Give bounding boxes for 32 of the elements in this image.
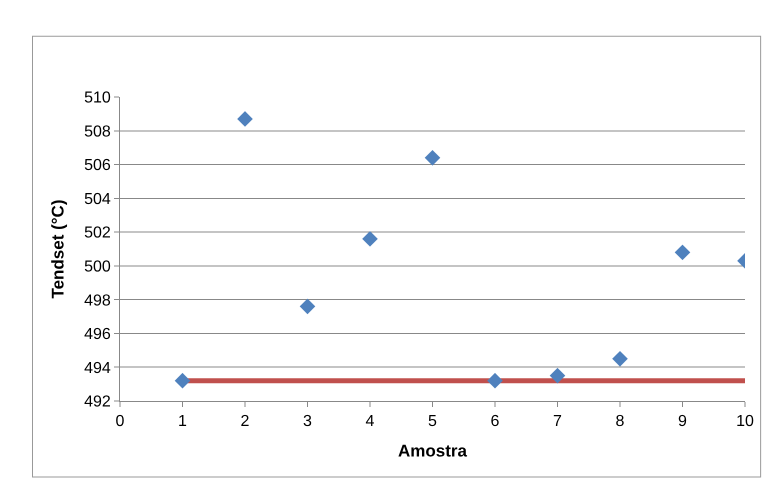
y-tick-label: 504 — [84, 190, 111, 208]
x-tick-label: 9 — [678, 413, 688, 430]
point — [300, 298, 316, 314]
y-tick-label: 492 — [84, 394, 111, 411]
x-tick-label: 8 — [616, 413, 625, 430]
y-tick-label: 494 — [84, 360, 111, 377]
point — [487, 372, 503, 389]
y-tick-label: 508 — [84, 123, 111, 140]
y-tick-label: 506 — [84, 157, 111, 174]
y-tick-label: 500 — [84, 258, 111, 276]
point — [550, 368, 566, 384]
y-tick-label: 502 — [84, 224, 111, 242]
point — [674, 244, 690, 260]
point — [237, 111, 253, 127]
x-tick-label: 7 — [553, 413, 562, 430]
x-tick-label: 6 — [490, 413, 500, 430]
x-tick-label: 10 — [736, 413, 754, 430]
x-tick-label: 2 — [240, 413, 250, 430]
y-tick-label: 498 — [84, 292, 111, 310]
y-tick-label: 496 — [84, 326, 111, 344]
y-tick-label: 510 — [84, 90, 111, 107]
y-axis-title: Tendset (°C) — [48, 199, 68, 299]
x-tick-label: 5 — [428, 413, 438, 430]
point — [174, 372, 190, 389]
x-tick-label: 1 — [178, 413, 188, 430]
point — [424, 150, 440, 166]
x-axis-title: Amostra — [398, 442, 468, 461]
point — [362, 231, 378, 247]
x-tick-label: 3 — [303, 413, 312, 430]
x-tick-label: 0 — [116, 413, 125, 430]
x-tick-label: 4 — [366, 413, 375, 430]
point — [612, 350, 628, 367]
